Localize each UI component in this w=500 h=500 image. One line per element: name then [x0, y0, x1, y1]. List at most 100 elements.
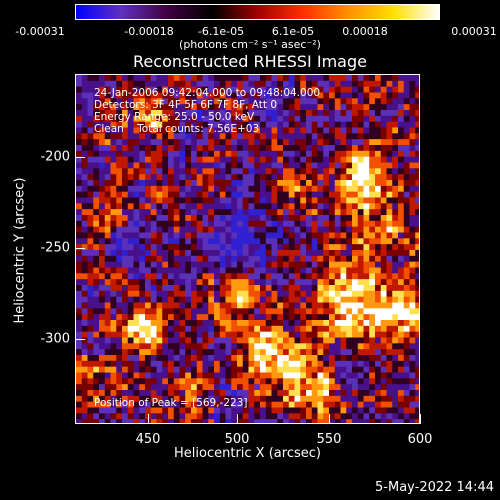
heatmap-cell	[93, 121, 100, 129]
heatmap-cell	[127, 401, 135, 409]
heatmap-cell	[231, 209, 238, 216]
heatmap-cell	[219, 273, 227, 280]
heatmap-cell	[122, 290, 129, 298]
heatmap-cell	[357, 250, 365, 257]
heatmap-cell	[208, 226, 215, 234]
heatmap-cell	[231, 92, 238, 99]
heatmap-cell	[409, 384, 416, 391]
heatmap-cell	[277, 250, 284, 257]
heatmap-cell	[260, 401, 267, 409]
heatmap-cell	[87, 302, 94, 309]
heatmap-cell	[127, 220, 135, 228]
heatmap-cell	[191, 250, 198, 257]
heatmap-cell	[219, 349, 227, 356]
heatmap-cell	[357, 390, 365, 397]
heatmap-cell	[93, 80, 100, 88]
heatmap-cell	[409, 325, 416, 333]
heatmap-cell	[162, 366, 169, 374]
heatmap-cell	[219, 115, 227, 123]
heatmap-cell	[231, 360, 238, 368]
heatmap-cell	[122, 238, 129, 245]
heatmap-cell	[219, 255, 227, 263]
heatmap-cell	[265, 401, 273, 409]
heatmap-cell	[369, 320, 376, 327]
heatmap-cell	[294, 150, 301, 158]
heatmap-cell	[99, 285, 106, 292]
heatmap-cell	[380, 390, 388, 397]
heatmap-cell	[196, 267, 204, 274]
heatmap-cell	[116, 314, 123, 321]
heatmap-cell	[317, 390, 324, 397]
heatmap-cell	[231, 197, 238, 204]
heatmap-cell	[122, 419, 129, 423]
heatmap-cell	[99, 127, 106, 134]
heatmap-cell	[133, 92, 140, 99]
heatmap-cell	[219, 98, 227, 105]
heatmap-cell	[375, 75, 382, 82]
heatmap-cell	[369, 92, 376, 99]
heatmap-cell	[357, 162, 365, 169]
heatmap-cell	[277, 337, 284, 344]
heatmap-cell	[185, 232, 192, 239]
heatmap-cell	[179, 302, 186, 309]
heatmap-cell	[185, 191, 192, 199]
heatmap-cell	[133, 185, 140, 193]
heatmap-cell	[219, 197, 227, 204]
heatmap-cell	[116, 320, 123, 327]
heatmap-cell	[300, 110, 307, 117]
heatmap-cell	[116, 255, 123, 263]
heatmap-cell	[288, 255, 296, 263]
heatmap-cell	[87, 343, 94, 350]
heatmap-cell	[150, 121, 158, 129]
heatmap-cell	[81, 232, 89, 239]
heatmap-cell	[231, 279, 238, 286]
heatmap-cell	[168, 226, 175, 234]
heatmap-cell	[110, 110, 117, 117]
heatmap-cell	[219, 285, 227, 292]
heatmap-cell	[168, 314, 175, 321]
heatmap-cell	[300, 407, 307, 414]
heatmap-cell	[150, 75, 158, 82]
heatmap-cell	[237, 320, 244, 327]
heatmap-cell	[271, 180, 278, 187]
heatmap-cell	[162, 232, 169, 239]
heatmap-cell	[277, 127, 284, 134]
heatmap-cell	[271, 407, 278, 414]
heatmap-cell	[145, 92, 152, 99]
heatmap-cell	[87, 413, 94, 420]
heatmap-cell	[277, 401, 284, 409]
heatmap-cell	[398, 314, 405, 321]
heatmap-cell	[87, 378, 94, 385]
heatmap-cell	[283, 401, 290, 409]
heatmap-cell	[93, 390, 100, 397]
heatmap-cell	[357, 156, 365, 164]
heatmap-cell	[248, 267, 255, 274]
heatmap-cell	[403, 296, 411, 304]
heatmap-cell	[369, 203, 376, 210]
heatmap-cell	[415, 413, 419, 420]
heatmap-cell	[104, 290, 112, 298]
heatmap-cell	[300, 80, 307, 88]
heatmap-cell	[110, 86, 117, 94]
heatmap-cell	[392, 121, 399, 129]
heatmap-cell	[283, 290, 290, 298]
heatmap-cell	[110, 413, 117, 420]
heatmap-cell	[409, 150, 416, 158]
heatmap-cell	[191, 127, 198, 134]
heatmap-cell	[191, 133, 198, 140]
heatmap-cell	[306, 267, 313, 274]
heatmap-cell	[260, 98, 267, 105]
heatmap-cell	[99, 378, 106, 385]
heatmap-cell	[127, 86, 135, 94]
heatmap-cell	[248, 308, 255, 315]
heatmap-cell	[311, 331, 319, 339]
heatmap-cell	[231, 337, 238, 344]
heatmap-cell	[150, 150, 158, 158]
heatmap-cell	[300, 215, 307, 222]
heatmap-cell	[219, 302, 227, 309]
heatmap-cell	[225, 331, 232, 339]
heatmap-cell	[104, 255, 112, 263]
heatmap-cell	[191, 384, 198, 391]
heatmap-cell	[311, 133, 319, 140]
heatmap-cell	[248, 80, 255, 88]
